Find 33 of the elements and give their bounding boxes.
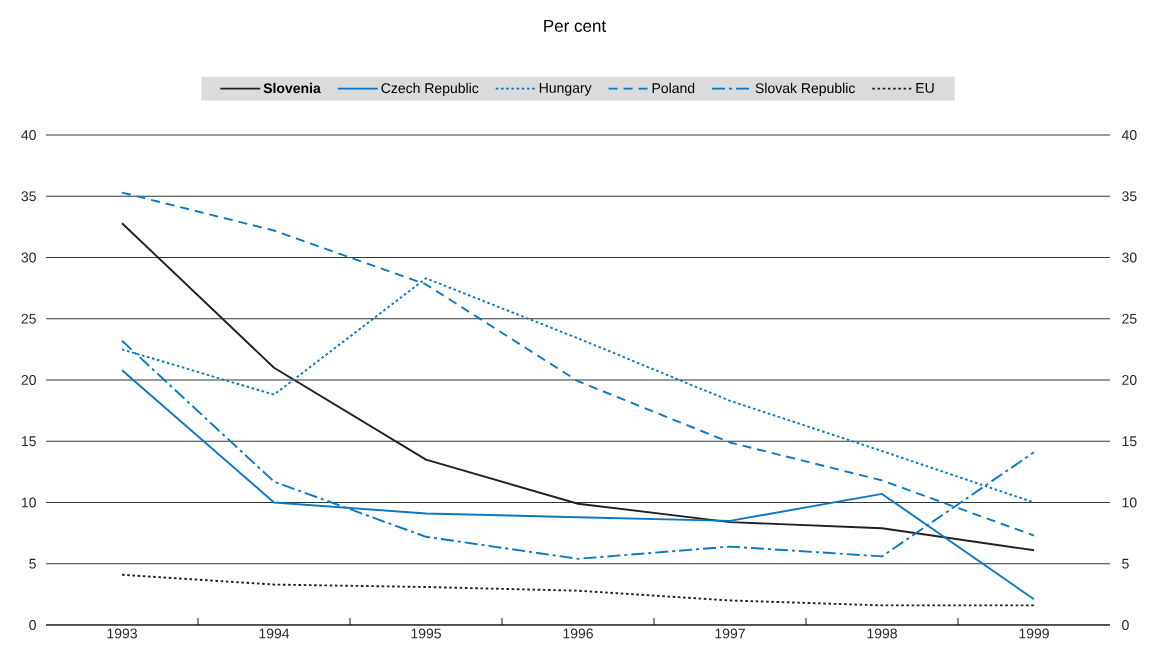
chart-title: Per cent [544, 20, 607, 32]
y-tick-label: 25 [21, 313, 36, 324]
line-series [121, 573, 1035, 607]
y2-tick-label: 40 [1121, 130, 1137, 140]
y2-tick-label: 5 [1122, 558, 1129, 569]
legend-label: Hungary [539, 83, 592, 96]
x-tick-label: 1997 [715, 628, 745, 639]
x-tick-label: 1999 [1019, 628, 1049, 639]
y2-tick-label: 20 [1122, 375, 1137, 385]
legend-label: Slovak Republic [755, 82, 855, 96]
x-tick-label: 1996 [563, 628, 593, 639]
y-tick-label: 20 [21, 375, 36, 385]
y2-tick-label: 10 [1122, 497, 1137, 508]
x-tick-label: 1995 [411, 628, 441, 639]
x-tick-label: 1994 [259, 628, 290, 639]
y-tick-label: 30 [21, 252, 36, 263]
y-tick-label: 5 [29, 558, 36, 569]
y-tick-label: 0 [29, 620, 36, 630]
legend-label: Slovenia [263, 82, 321, 94]
y-tick-label: 15 [21, 436, 36, 447]
x-tick-label: 1998 [867, 628, 897, 639]
y2-tick-label: 35 [1122, 191, 1137, 202]
legend-label: Czech Republic [381, 82, 479, 96]
legend-label: EU [916, 83, 934, 93]
y-tick-label: 35 [21, 191, 36, 202]
y-tick-label: 10 [21, 497, 36, 508]
y2-tick-label: 0 [1122, 620, 1129, 630]
y-tick-label: 40 [21, 130, 36, 140]
legend-label: Poland [652, 82, 695, 94]
y2-tick-label: 30 [1122, 252, 1137, 263]
y2-tick-label: 15 [1122, 436, 1137, 447]
y2-tick-label: 25 [1122, 313, 1137, 324]
x-tick-label: 1993 [107, 628, 137, 639]
